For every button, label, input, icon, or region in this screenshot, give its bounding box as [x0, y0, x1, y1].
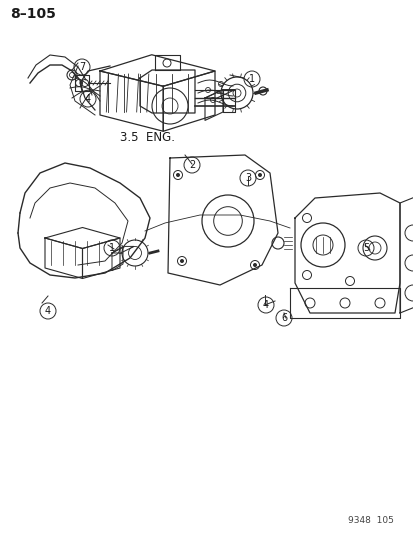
Text: 6: 6 — [280, 313, 286, 323]
Text: 7: 7 — [79, 62, 85, 72]
Text: 5: 5 — [362, 243, 368, 253]
Text: 1: 1 — [109, 243, 115, 253]
Text: 8–105: 8–105 — [10, 7, 56, 21]
Circle shape — [252, 263, 256, 267]
Text: 4: 4 — [262, 300, 268, 310]
Text: 4: 4 — [45, 306, 51, 316]
Text: 3.5  ENG.: 3.5 ENG. — [120, 131, 175, 143]
Circle shape — [176, 173, 180, 177]
Text: 2: 2 — [188, 160, 195, 170]
Text: 4: 4 — [85, 94, 91, 104]
Circle shape — [180, 259, 183, 263]
Text: 3: 3 — [244, 173, 250, 183]
Circle shape — [257, 173, 261, 177]
Text: 1: 1 — [248, 74, 254, 84]
Text: 9348  105: 9348 105 — [347, 516, 393, 525]
